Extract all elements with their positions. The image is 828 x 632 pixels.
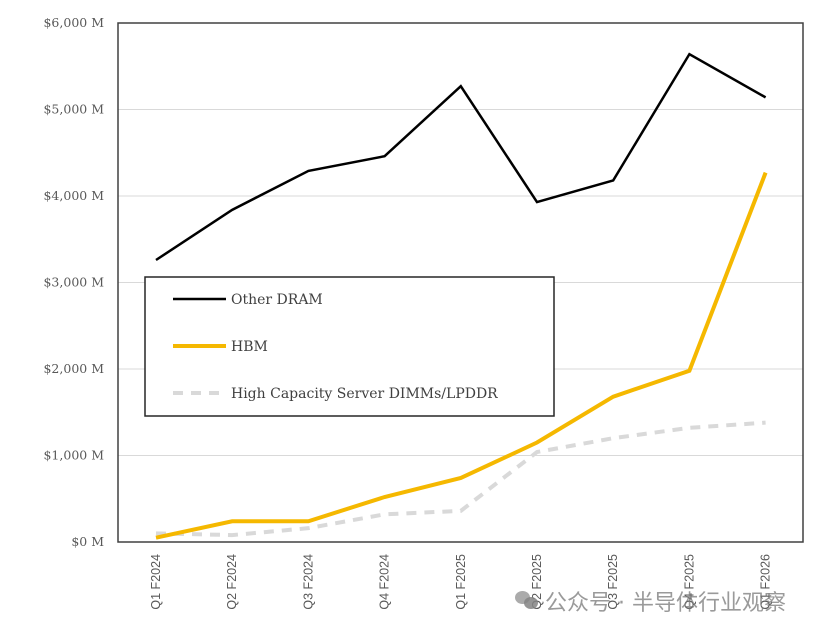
x-tick-label: Q1 F2025 — [454, 554, 468, 610]
y-tick-label: $1,000 M — [43, 448, 104, 463]
plot-border — [117, 22, 804, 543]
legend-label: Other DRAM — [231, 292, 323, 308]
x-tick-label: Q2 F2025 — [530, 554, 544, 610]
y-tick-label: $5,000 M — [43, 102, 104, 117]
y-tick-label: $3,000 M — [43, 275, 104, 290]
legend-label: HBM — [231, 339, 268, 355]
x-tick-label: Q3 F2025 — [606, 554, 620, 610]
series-lines — [155, 52, 768, 540]
x-axis: Q1 F2024 Q2 F2024 Q3 F2024 Q4 F2024 Q1 F2025… — [149, 554, 773, 610]
wechat-icon — [515, 591, 539, 611]
x-tick-label: Q4 F2025 — [682, 554, 696, 610]
x-tick-label: Q1 F2026 — [759, 554, 773, 610]
x-tick-label: Q2 F2024 — [225, 554, 239, 610]
y-tick-label: $2,000 M — [43, 361, 104, 376]
watermark-text: 公众号 · 半导体行业观察 — [545, 591, 786, 616]
x-tick-label: Q4 F2024 — [378, 554, 392, 610]
x-tick-label: Q3 F2024 — [301, 554, 315, 610]
x-tick-label: Q1 F2024 — [149, 554, 163, 610]
legend: Other DRAM HBM High Capacity Server DIMMs/… — [144, 276, 555, 417]
legend-label: High Capacity Server DIMMs/LPDDR — [231, 386, 498, 402]
watermark: 公众号 · 半导体行业观察 — [515, 585, 786, 617]
y-axis: $0 M $1,000 M $2,000 M $3,000 M $4,000 M $5,0… — [43, 15, 104, 549]
y-tick-label: $4,000 M — [43, 188, 104, 203]
y-tick-label: $6,000 M — [43, 15, 104, 30]
y-tick-label: $0 M — [71, 534, 104, 549]
